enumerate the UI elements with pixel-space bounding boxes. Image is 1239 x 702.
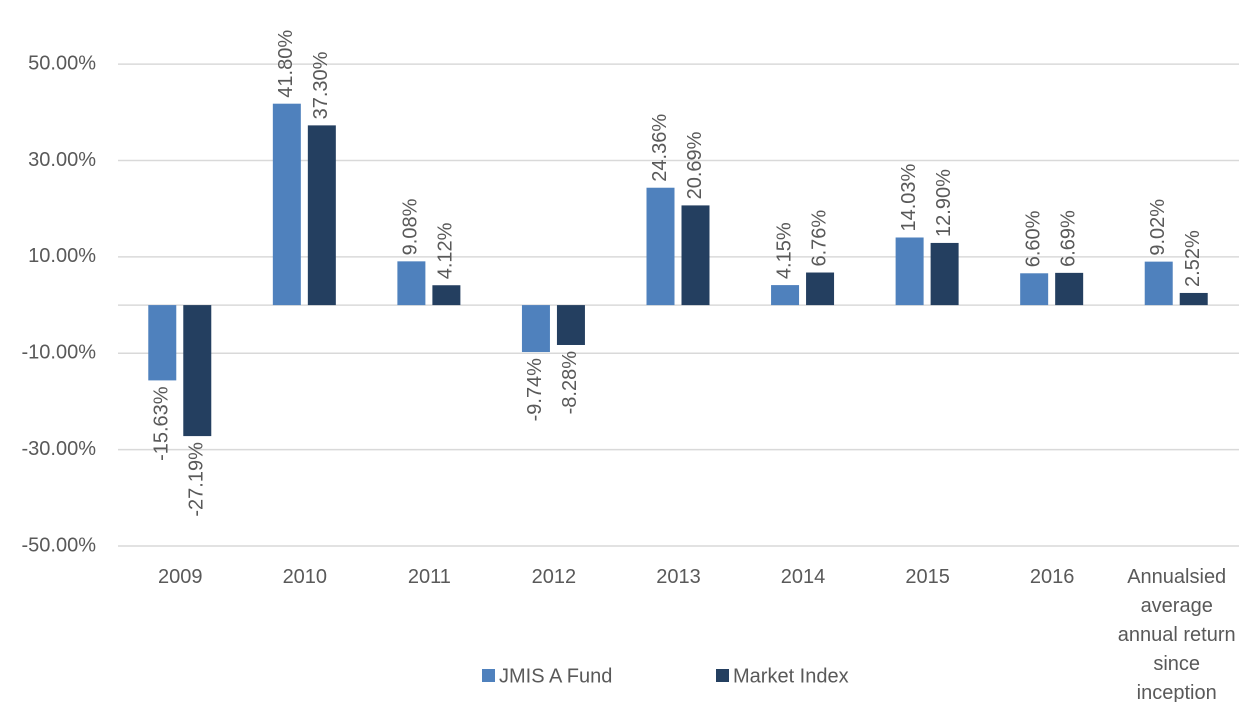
data-label: 41.80%: [275, 30, 297, 98]
bar: [1020, 273, 1049, 306]
x-tick-label: Annualsied average annual return since i…: [1117, 566, 1236, 702]
x-tick-label: 2014: [780, 566, 826, 588]
bar: [930, 242, 959, 306]
bar: [272, 103, 301, 306]
y-tick-label: 10.00%: [28, 245, 96, 267]
data-label: 6.69%: [1057, 210, 1079, 267]
data-label: -15.63%: [151, 386, 173, 461]
x-tick-label-box: 2012: [531, 566, 577, 588]
data-label: -8.28%: [559, 351, 581, 415]
x-tick-label: 2009: [158, 566, 203, 588]
y-tick-label: 50.00%: [28, 52, 96, 74]
legend-label: JMIS A Fund: [499, 665, 612, 687]
bar: [397, 261, 426, 306]
bar: [307, 125, 336, 306]
data-label: 20.69%: [684, 131, 706, 199]
bar: [771, 285, 800, 306]
bar: [646, 187, 675, 306]
data-label: 14.03%: [898, 163, 920, 231]
data-label: 4.12%: [435, 222, 457, 279]
data-label: 9.02%: [1147, 199, 1169, 256]
data-label: 6.60%: [1022, 210, 1044, 267]
data-label: 2.52%: [1182, 230, 1204, 287]
bar: [148, 305, 177, 381]
data-label: 6.76%: [808, 210, 830, 267]
x-tick-label-box: 2014: [780, 566, 826, 588]
data-label: 4.15%: [773, 222, 795, 279]
data-label: 37.30%: [310, 51, 332, 119]
data-label: 9.08%: [400, 198, 422, 255]
bar: [1055, 272, 1084, 306]
x-tick-label-box: 2010: [282, 566, 328, 588]
bar: [806, 272, 835, 306]
data-label: 12.90%: [933, 169, 955, 237]
x-tick-label: 2010: [282, 566, 328, 588]
x-tick-label: 2015: [905, 566, 950, 588]
bar: [895, 237, 924, 306]
y-tick-label: 30.00%: [28, 149, 96, 171]
bar: [521, 305, 550, 353]
x-tick-label: 2011: [407, 566, 451, 588]
bar: [556, 305, 585, 345]
x-tick-label-box: Annualsied average annual return since i…: [1117, 566, 1236, 702]
data-label: -9.74%: [524, 358, 546, 422]
x-tick-label-box: 2013: [656, 566, 701, 588]
x-tick-label: 2016: [1029, 566, 1075, 588]
bar: [183, 305, 212, 437]
y-tick-label: -50.00%: [22, 534, 97, 556]
x-tick-label: 2012: [531, 566, 577, 588]
x-tick-label-box: 2011: [407, 566, 451, 588]
x-tick-label-box: 2009: [158, 566, 203, 588]
y-tick-label: -10.00%: [22, 342, 97, 364]
data-label: -27.19%: [186, 442, 208, 517]
x-tick-label-box: 2016: [1029, 566, 1075, 588]
bar: [1179, 292, 1208, 306]
legend-swatch: [716, 669, 729, 682]
legend-swatch: [482, 669, 495, 682]
y-tick-label: -30.00%: [22, 438, 97, 460]
bar: [681, 205, 710, 306]
x-tick-label: 2013: [656, 566, 701, 588]
bar: [1144, 261, 1173, 306]
legend-label: Market Index: [733, 665, 849, 687]
data-label: 24.36%: [649, 114, 671, 182]
bar: [432, 285, 461, 306]
x-tick-label-box: 2015: [905, 566, 950, 588]
